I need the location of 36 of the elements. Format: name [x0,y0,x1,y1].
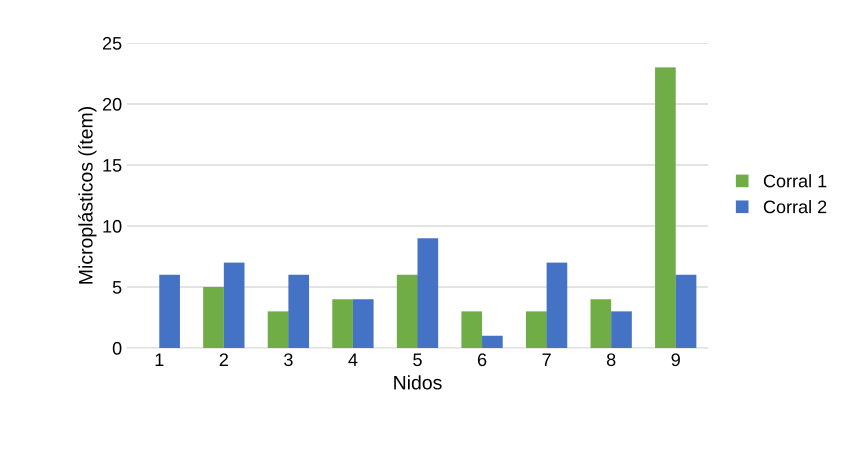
y-tick-label: 15 [103,159,122,172]
x-tick-label: 6 [478,353,486,366]
bar [288,274,310,348]
y-tick-label: 0 [112,342,122,355]
bar [676,274,696,348]
bar [611,311,632,348]
x-tick-label: 7 [542,354,551,366]
x-tick-label: 2 [220,353,228,366]
bar [461,311,482,348]
bar [546,262,568,348]
bar [268,311,288,348]
x-tick-label: 3 [284,353,293,366]
bar [482,336,503,348]
bar [655,67,676,348]
bar [203,287,224,348]
bar [224,262,244,348]
bar [418,238,438,348]
bar [590,299,612,348]
bar [159,274,180,348]
legend-label: Corral 2 [764,200,826,214]
y-tick-label: 10 [103,220,122,233]
y-tick-label: 20 [102,98,122,111]
y-tick-label: 5 [112,281,122,294]
legend-label: Corral 1 [764,174,826,188]
bar [526,311,547,348]
y-axis-title: Microplásticos (ítem) [78,107,96,284]
bar [352,299,374,348]
x-tick-label: 8 [606,353,616,366]
x-tick-label: 5 [413,354,422,366]
bar [396,274,418,348]
y-tick-label: 25 [102,36,122,50]
x-axis-title: Nidos [394,375,442,390]
x-tick-label: 9 [672,353,680,366]
bar [332,299,353,348]
x-tick-label: 1 [156,354,164,366]
x-tick-label: 4 [348,354,358,366]
